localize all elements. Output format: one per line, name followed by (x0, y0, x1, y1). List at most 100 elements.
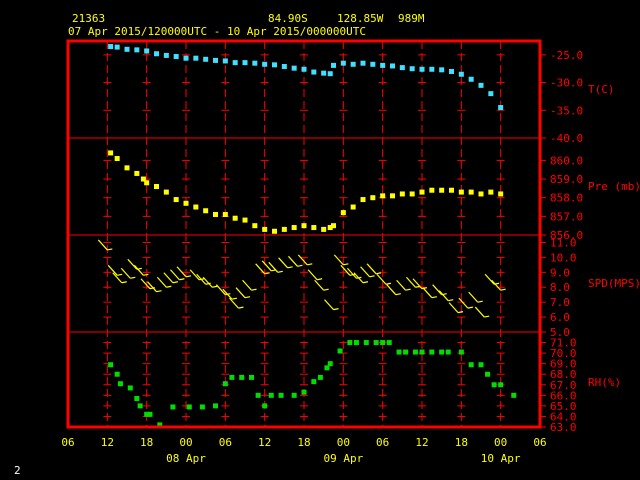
rh-point (144, 411, 150, 417)
rh-point (268, 392, 274, 398)
pres-point (183, 200, 189, 206)
rh-point (429, 349, 435, 355)
wind-barb (235, 287, 251, 299)
pres-point (291, 225, 297, 231)
barb-shaft (324, 299, 334, 311)
x-tick-label: 06 (61, 436, 74, 449)
pres-point (399, 191, 405, 197)
x-tick-label: 06 (533, 436, 546, 449)
barb-flag (448, 299, 454, 302)
barb-flag (500, 288, 506, 291)
rh-point (412, 349, 418, 355)
barb-shaft (458, 297, 469, 309)
rh-point (468, 362, 474, 368)
rh-point (353, 340, 359, 346)
pres-point (390, 193, 395, 199)
wind-barb (491, 279, 506, 291)
temp-point (429, 66, 435, 72)
temp-point (390, 63, 395, 69)
pres-point (321, 226, 327, 232)
panel-label: RH(%) (588, 376, 621, 389)
barb-flag (277, 270, 283, 273)
wind-barb (278, 257, 293, 269)
wind-barb (127, 258, 142, 270)
x-tick-label: 18 (297, 436, 310, 449)
pres-point (281, 226, 287, 232)
y-tick-label: 65.0 (550, 400, 577, 413)
latitude: 84.90S (268, 12, 308, 25)
barb-flag (185, 275, 192, 278)
y-tick-label: 858.0 (550, 192, 583, 205)
temp-point (134, 47, 140, 53)
pres-point (134, 170, 140, 176)
rh-point (134, 396, 140, 401)
y-tick-label: 5.0 (550, 326, 570, 339)
pres-point (478, 191, 484, 197)
temp-point (399, 65, 405, 71)
rh-point (170, 404, 176, 410)
date-label: 08 Apr (166, 452, 206, 465)
barb-shaft (438, 290, 449, 302)
rh-point (157, 422, 163, 428)
pres-point (154, 184, 159, 189)
temp-point (439, 67, 445, 73)
rh-point (347, 340, 353, 346)
barb-shaft (202, 276, 213, 288)
rh-point (255, 392, 261, 398)
y-tick-label: 859.0 (550, 173, 583, 186)
rh-point (108, 362, 114, 368)
wind-barb (268, 261, 283, 273)
temp-point (350, 61, 356, 67)
temp-point (311, 69, 317, 75)
barb-flag (143, 273, 149, 276)
barb-shaft (491, 279, 502, 291)
barb-shaft (120, 267, 131, 279)
barb-flag (369, 275, 375, 278)
barb-flag (349, 273, 356, 276)
wind-barb (112, 272, 127, 284)
temp-point (449, 68, 454, 74)
wind-barb (314, 279, 329, 291)
barb-flag (231, 297, 238, 300)
barb-shaft (156, 276, 167, 288)
pres-point (439, 187, 445, 193)
barb-shaft (376, 273, 387, 285)
barb-shaft (297, 254, 308, 266)
barb-shaft (366, 263, 377, 275)
y-tick-label: 7.0 (550, 296, 570, 309)
wind-barb (468, 291, 483, 303)
panel-label: T(C) (588, 83, 615, 96)
barb-shaft (396, 279, 407, 291)
elevation: 989M (398, 12, 425, 25)
barb-shaft (107, 264, 118, 276)
rh-point (511, 392, 517, 398)
longitude: 128.85W (337, 12, 384, 25)
barb-flag (323, 288, 329, 291)
wind-barb (156, 276, 172, 288)
temp-point (232, 60, 238, 66)
temp-point (498, 105, 504, 111)
pres-point (272, 228, 277, 234)
wind-barb (196, 273, 211, 285)
barb-flag (212, 285, 218, 288)
temp-point (222, 58, 228, 64)
barb-shaft (484, 273, 495, 285)
wind-barb (366, 263, 382, 275)
pres-point (222, 211, 228, 217)
station-id: 21363 (72, 12, 105, 25)
pres-point (173, 197, 179, 203)
y-tick-label: 857.0 (550, 210, 583, 223)
barb-shaft (422, 287, 433, 299)
wind-barb (438, 290, 454, 302)
y-tick-label: 9.0 (550, 266, 570, 279)
rh-point (396, 349, 402, 355)
barb-shaft (169, 269, 180, 281)
wind-barb (228, 297, 244, 309)
y-tick-label: 10.0 (550, 251, 577, 264)
barb-flag (251, 288, 257, 291)
rh-point (239, 374, 245, 380)
barb-shaft (307, 269, 318, 281)
barb-shaft (222, 288, 233, 300)
pres-point (340, 210, 346, 216)
date-label: 09 Apr (323, 452, 363, 465)
